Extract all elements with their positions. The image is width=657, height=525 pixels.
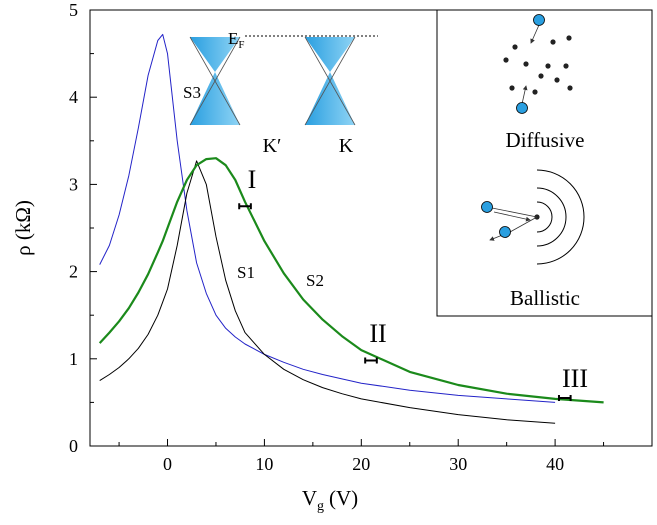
cone-outline [304,36,356,126]
y-tick-label: 3 [69,174,78,194]
x-tick-label: 40 [546,454,564,474]
electron [499,226,511,238]
valley-label: K [339,135,354,157]
error-bar-label: I [248,165,257,194]
error-bar [364,357,378,364]
fermi-main: E [228,29,238,48]
y-tick-label: 2 [69,262,78,282]
series-line [99,160,556,424]
electron [533,14,545,26]
inset-box [436,9,653,317]
cone-outline [189,36,241,126]
y-tick-label: 1 [69,349,78,369]
electron [481,201,493,213]
x-tick-label: 30 [449,454,467,474]
series-label: S3 [183,83,201,102]
y-tick-label: 5 [69,0,78,20]
series-label: S2 [306,271,324,290]
valley-label: K′ [263,135,282,157]
fermi-label: EF [228,29,245,51]
x-label-unit: (V) [329,486,358,510]
dirac-cones-inset: EF K′ K [189,29,378,157]
inset-label: Diffusive [506,128,585,152]
transport-inset: Diffusive Ballistic [436,9,653,317]
scatterers [503,35,573,95]
series-label: S1 [237,263,255,282]
wavefronts [536,169,585,265]
inset-label: Ballistic [510,286,580,310]
error-bar-label: III [562,364,588,393]
x-axis-label: Vg (V) [302,486,358,514]
error-bar [557,395,572,402]
y-tick-label: 0 [69,436,78,456]
error-bar-label: II [369,319,386,348]
y-tick-label: 4 [69,87,78,107]
x-tick-label: 10 [255,454,273,474]
y-axis-label: ρ (kΩ) [11,200,35,256]
x-label-sub: g [317,499,324,514]
fermi-sub: F [238,39,244,51]
series-line [98,157,604,404]
x-label-main: V [302,486,317,510]
error-bar [238,203,252,210]
x-tick-label: 20 [352,454,370,474]
x-tick-label: 0 [163,454,172,474]
series-line [99,33,556,403]
electron [516,102,528,114]
